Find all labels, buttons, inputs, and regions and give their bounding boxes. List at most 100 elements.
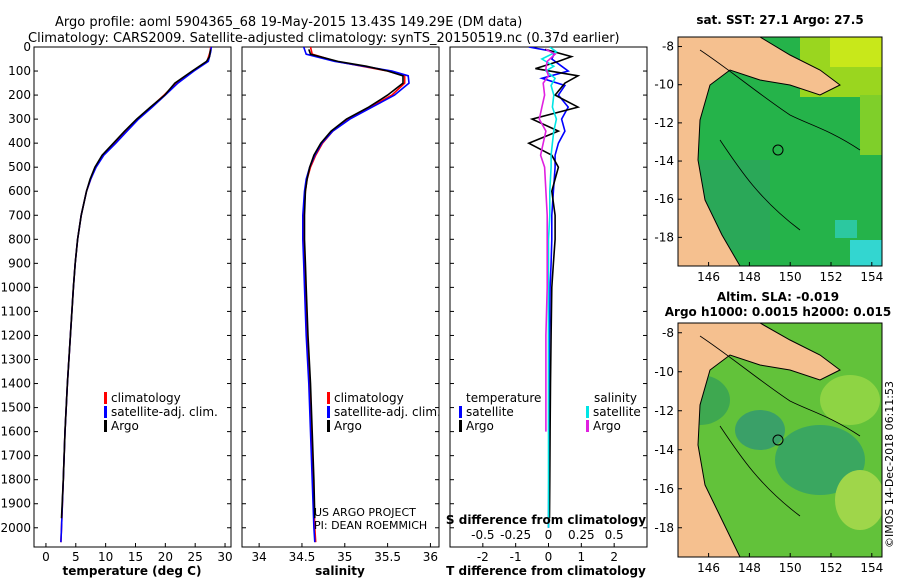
difference-s-x-ticks: -0.5 -0.25 0 0.25 0.5 xyxy=(471,528,624,542)
sla-high xyxy=(835,470,882,530)
legend-title-salinity: salinity xyxy=(594,391,637,405)
depth-tick-label: 900 xyxy=(8,256,31,270)
s-x-tick-label: -0.5 xyxy=(471,528,494,542)
pi-annotation: PI: DEAN ROEMMICH xyxy=(314,519,427,532)
sst-map xyxy=(678,37,882,266)
legend-label-climatology: climatology xyxy=(334,391,404,405)
sla-high xyxy=(820,375,880,425)
depth-tick-label: 800 xyxy=(8,232,31,246)
map-lat-label: -14 xyxy=(654,443,674,457)
map-lon-label: 150 xyxy=(779,270,802,284)
s-x-tick-label: -0.25 xyxy=(500,528,531,542)
legend-swatch-s-satellite xyxy=(586,406,589,418)
depth-tick-label: 1100 xyxy=(0,304,31,318)
x-tick-label: 34.5 xyxy=(289,550,316,564)
depth-tick-label: 0 xyxy=(23,40,31,54)
sst-cool-patch xyxy=(850,240,882,266)
map-lon-label: 148 xyxy=(738,561,761,575)
map2-title-line-1: Altim. SLA: -0.019 xyxy=(717,290,839,304)
legend-label-argo: Argo xyxy=(111,419,139,433)
x-tick-label: 0 xyxy=(42,550,50,564)
series-line-argo xyxy=(303,49,404,519)
sst-warm-patch xyxy=(830,37,882,67)
difference-xlabel: T difference from climatology xyxy=(446,564,646,578)
depth-tick-label: 1000 xyxy=(0,280,31,294)
imos-watermark: ©IMOS 14-Dec-2018 06:11:53 xyxy=(883,381,896,548)
depth-tick-label: 200 xyxy=(8,88,31,102)
map2-title-line-2: Argo h1000: 0.0015 h2000: 0.015 xyxy=(665,305,892,319)
map-lon-label: 152 xyxy=(820,270,843,284)
map-lon-label: 154 xyxy=(860,270,883,284)
title-line-1: Argo profile: aoml 5904365_68 19-May-201… xyxy=(55,15,522,30)
depth-tick-label: 2000 xyxy=(0,521,31,535)
depth-tick-label: 1500 xyxy=(0,401,31,415)
argo-float-marker xyxy=(772,144,784,156)
legend-label-s-satellite: satellite xyxy=(593,405,641,419)
s-x-tick-label: 0.5 xyxy=(605,528,624,542)
series-line-t-argo xyxy=(526,48,581,519)
land-papua-australia xyxy=(678,37,841,266)
map2-ticks: -8 -10 -12 -14 -16 -18 146 148 150 152 154 xyxy=(654,326,883,575)
map-lat-label: -18 xyxy=(654,230,674,244)
salinity-panel-frame xyxy=(241,46,440,548)
map1-title: sat. SST: 27.1 Argo: 27.5 xyxy=(696,13,863,27)
legend-label-t-satellite: satellite xyxy=(466,405,514,419)
contour-line xyxy=(699,335,861,437)
x-tick-label: 30 xyxy=(217,550,232,564)
depth-tick-label: 400 xyxy=(8,136,31,150)
legend-swatch-s-argo xyxy=(586,420,589,432)
depth-tick-label: 500 xyxy=(8,160,31,174)
contour-line xyxy=(719,139,801,231)
x-tick-label: 15 xyxy=(128,550,143,564)
argo-float-marker xyxy=(772,434,784,446)
map-lat-label: -12 xyxy=(654,404,674,418)
legend-label-t-argo: Argo xyxy=(466,419,494,433)
depth-tick-label: 600 xyxy=(8,184,31,198)
map-lon-label: 152 xyxy=(820,561,843,575)
legend-title-temperature: temperature xyxy=(466,391,541,405)
legend-swatch-satellite xyxy=(104,406,107,418)
map-lat-label: -12 xyxy=(654,116,674,130)
sst-cool-patch xyxy=(835,220,857,238)
map-lat-label: -16 xyxy=(654,192,674,206)
map-lat-label: -10 xyxy=(654,365,674,379)
legend-swatch-satellite xyxy=(327,406,330,418)
x-tick-label: -1 xyxy=(510,550,522,564)
map1-frame xyxy=(677,36,883,267)
legend-swatch-t-argo xyxy=(459,420,462,432)
series-line-satellite-adj-clim- xyxy=(301,47,410,543)
depth-tick-label: 1700 xyxy=(0,449,31,463)
series-line-satellite-adj-clim- xyxy=(60,47,213,543)
s-difference-xlabel: S difference from climatology xyxy=(446,513,646,527)
sla-map xyxy=(678,323,882,557)
project-annotation: US ARGO PROJECT xyxy=(314,506,416,519)
map-lat-label: -18 xyxy=(654,521,674,535)
map1-ticks: -8 -10 -12 -14 -16 -18 146 148 150 152 154 xyxy=(654,40,883,284)
legend-label-s-argo: Argo xyxy=(593,419,621,433)
temperature-plot xyxy=(60,47,213,543)
legend-label-satellite: satellite-adj. clim. xyxy=(334,405,441,419)
map-lon-label: 148 xyxy=(738,270,761,284)
series-line-climatology xyxy=(302,47,406,543)
depth-tick-label: 1400 xyxy=(0,377,31,391)
x-tick-label: 35.5 xyxy=(374,550,401,564)
map-lon-label: 150 xyxy=(779,561,802,575)
series-line-s-argo xyxy=(538,48,557,432)
s-x-tick-label: 0.25 xyxy=(568,528,595,542)
legend-swatch-t-satellite xyxy=(459,406,462,418)
contour-line xyxy=(699,49,861,151)
depth-tick-label: 1600 xyxy=(0,425,31,439)
legend-label-argo: Argo xyxy=(334,419,362,433)
map-lat-label: -8 xyxy=(662,326,674,340)
sla-low xyxy=(735,410,785,450)
salinity-plot xyxy=(301,47,410,543)
difference-plot xyxy=(526,47,581,528)
map-lat-label: -10 xyxy=(654,78,674,92)
temperature-panel-frame xyxy=(33,46,232,548)
salinity-legend: climatology satellite-adj. clim. Argo US… xyxy=(314,391,441,532)
legend-label-satellite: satellite-adj. clim. xyxy=(111,405,218,419)
map-lon-label: 154 xyxy=(860,561,883,575)
x-tick-label: 36 xyxy=(423,550,438,564)
x-tick-label: 25 xyxy=(188,550,203,564)
